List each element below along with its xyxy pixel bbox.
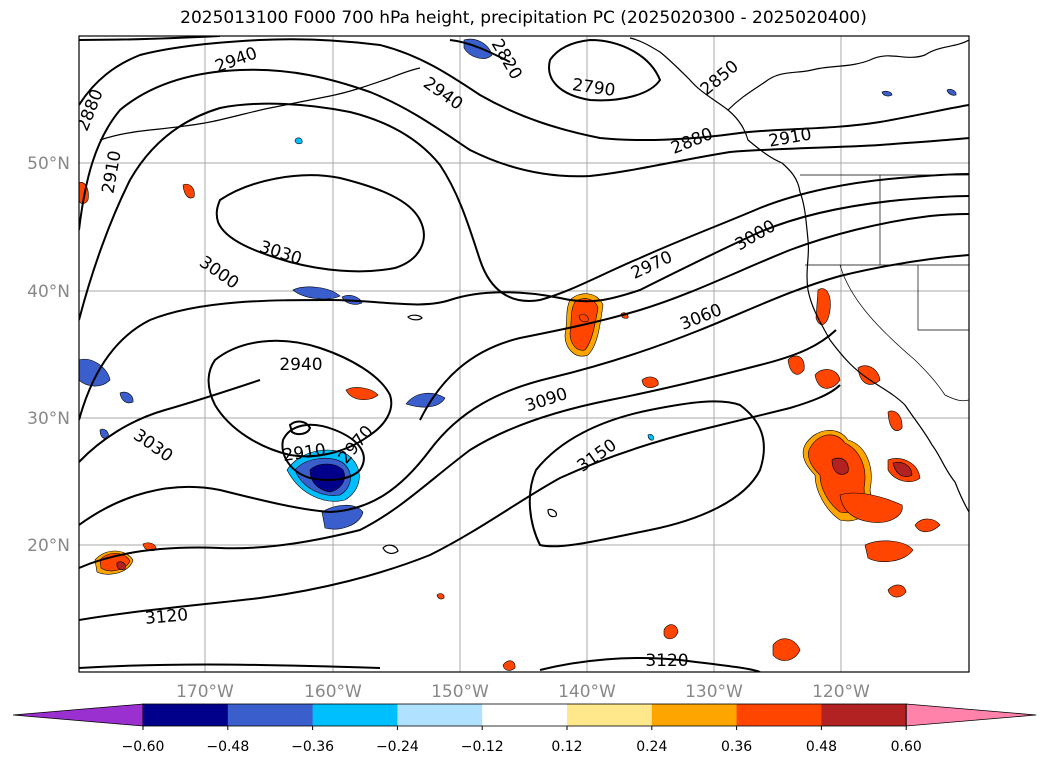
longitude-ticks: 170°W 160°W 150°W 140°W 130°W 120°W <box>176 682 870 702</box>
colorbar-outline <box>142 703 907 727</box>
contour-label: 2850 <box>697 57 743 100</box>
map-plot-area: 2940 2880 2910 2820 2790 2850 2880 2910 … <box>73 36 969 672</box>
contour-label: 2940 <box>213 44 260 78</box>
contour-label: 3120 <box>144 605 189 629</box>
colorbar-tick-label: 0.60 <box>891 739 922 755</box>
latitude-ticks: 50°N 40°N 30°N 20°N <box>27 154 70 556</box>
contour-label: 2970 <box>335 422 378 468</box>
lon-tick-label: 150°W <box>431 682 489 702</box>
contour-label: 2940 <box>419 73 466 114</box>
colorbar-segment <box>397 704 483 726</box>
lat-tick-label: 20°N <box>27 536 70 556</box>
lat-tick-label: 40°N <box>27 282 70 302</box>
lon-tick-label: 170°W <box>176 682 234 702</box>
colorbar-segment <box>736 704 822 726</box>
contour-label: 2940 <box>279 355 322 375</box>
contour-label: 3000 <box>195 252 242 293</box>
contour-label: 2820 <box>487 36 526 83</box>
lon-tick-label: 130°W <box>685 682 743 702</box>
lat-tick-label: 50°N <box>27 154 70 174</box>
colorbar-segment <box>821 704 907 726</box>
contour-label: 3030 <box>257 237 304 269</box>
graticule <box>79 36 969 672</box>
colorbar-segment <box>143 704 229 726</box>
colorbar-tick-label: 0.48 <box>806 739 837 755</box>
colorbar-tick-label: 0.36 <box>721 739 752 755</box>
lon-tick-label: 140°W <box>558 682 616 702</box>
colorbar-segment <box>651 704 738 726</box>
height-contours <box>79 36 969 672</box>
lon-tick-label: 120°W <box>812 682 870 702</box>
positive-precip-blobs <box>79 182 941 671</box>
colorbar-tick-label: −0.60 <box>122 739 165 755</box>
colorbar-tick-label: 0.24 <box>636 739 667 755</box>
colorbar: −0.60 −0.48 −0.36 −0.24 −0.12 0.12 0.24 0.36 0.4… <box>12 703 1037 755</box>
colorbar-tick-label: −0.12 <box>461 739 504 755</box>
contour-label: 2880 <box>668 124 716 159</box>
contour-label: 3030 <box>129 425 176 466</box>
lat-tick-label: 30°N <box>27 409 70 429</box>
colorbar-segment <box>567 704 653 726</box>
contour-label: 3120 <box>645 651 688 671</box>
colorbar-tick-label: −0.48 <box>206 739 249 755</box>
contour-label: 2910 <box>98 149 125 195</box>
contour-label: 3000 <box>732 216 779 255</box>
colorbar-segment <box>227 704 314 726</box>
negative-precip-blobs <box>79 38 957 530</box>
colorbar-tick-label: 0.12 <box>551 739 582 755</box>
contour-label: 2880 <box>73 86 108 134</box>
colorbar-tick-label: −0.24 <box>376 739 419 755</box>
map-title: 2025013100 F000 700 hPa height, precipit… <box>180 8 867 28</box>
contour-label: 3150 <box>574 435 621 476</box>
colorbar-segment <box>482 704 568 726</box>
map-frame <box>78 35 970 673</box>
colorbar-extend-low <box>12 703 144 727</box>
colorbar-extend-high <box>905 703 1037 727</box>
colorbar-tick-label: −0.36 <box>291 739 334 755</box>
colorbar-segment <box>312 704 398 726</box>
lon-tick-label: 160°W <box>304 682 362 702</box>
